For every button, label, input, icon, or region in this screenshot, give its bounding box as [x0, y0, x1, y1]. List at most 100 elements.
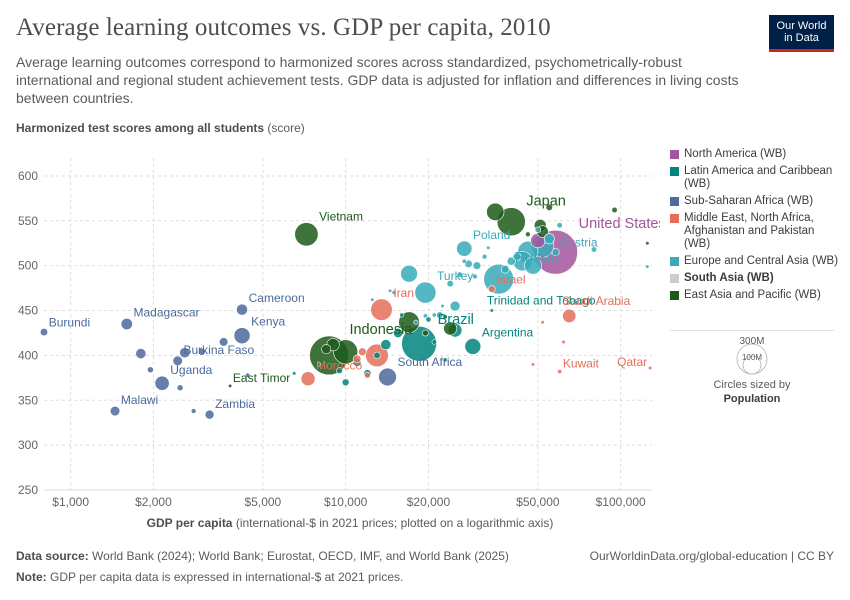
- data-point[interactable]: [233, 327, 251, 345]
- data-point[interactable]: [530, 362, 536, 367]
- data-point[interactable]: [496, 207, 526, 237]
- data-point[interactable]: [645, 264, 650, 269]
- footer-url[interactable]: OurWorldinData.org/global-education | CC…: [589, 549, 834, 563]
- data-point[interactable]: [543, 233, 555, 245]
- legend-item-latin-america[interactable]: Latin America and Caribbean (WB): [670, 165, 840, 191]
- data-point[interactable]: [414, 281, 437, 304]
- data-point[interactable]: [172, 355, 183, 366]
- data-point[interactable]: [245, 372, 251, 378]
- data-point[interactable]: [525, 231, 531, 238]
- data-point[interactable]: [431, 312, 437, 318]
- data-point[interactable]: [422, 329, 429, 337]
- data-point[interactable]: [294, 222, 319, 247]
- data-point[interactable]: [446, 280, 454, 288]
- data-point[interactable]: [425, 316, 432, 323]
- owid-logo[interactable]: Our World in Data: [769, 15, 834, 52]
- data-point[interactable]: [590, 246, 598, 253]
- data-point[interactable]: [562, 308, 577, 323]
- point-label: Morocco: [316, 359, 362, 373]
- data-point[interactable]: [373, 351, 381, 360]
- data-point[interactable]: [456, 271, 463, 278]
- data-point[interactable]: [321, 344, 332, 355]
- data-point[interactable]: [380, 339, 392, 351]
- data-point[interactable]: [393, 327, 403, 338]
- data-point[interactable]: [557, 369, 563, 375]
- data-point[interactable]: [400, 264, 418, 283]
- data-point[interactable]: [147, 366, 154, 374]
- data-point[interactable]: [648, 365, 653, 371]
- legend-item-north-america[interactable]: North America (WB): [670, 148, 840, 161]
- data-point[interactable]: [443, 321, 458, 336]
- data-point[interactable]: [464, 259, 473, 268]
- data-point[interactable]: [486, 202, 505, 221]
- data-point[interactable]: [556, 222, 563, 229]
- data-point[interactable]: [481, 253, 488, 260]
- data-point[interactable]: [449, 300, 461, 312]
- legend-label: Sub-Saharan Africa (WB): [684, 195, 814, 207]
- data-point[interactable]: [456, 240, 473, 257]
- data-point[interactable]: [391, 290, 397, 296]
- data-point[interactable]: [300, 371, 316, 387]
- data-point[interactable]: [352, 354, 362, 364]
- data-point[interactable]: [442, 314, 448, 320]
- data-point[interactable]: [398, 311, 420, 333]
- data-point[interactable]: [413, 319, 419, 325]
- data-point[interactable]: [176, 384, 184, 392]
- data-point[interactable]: [364, 371, 371, 379]
- scatter-plot[interactable]: 250 300 350 400 450 500 550 600 $1,000 $2,000 $5,0…: [0, 140, 660, 515]
- legend-label: Latin America and Caribbean (WB): [684, 165, 833, 190]
- legend-item-south-asia[interactable]: South Asia (WB): [670, 272, 840, 285]
- legend-label: East Asia and Pacific (WB): [684, 289, 821, 301]
- data-point[interactable]: [109, 405, 121, 417]
- data-point[interactable]: [645, 241, 650, 246]
- data-point[interactable]: [370, 298, 393, 321]
- data-point[interactable]: [486, 245, 491, 250]
- data-point[interactable]: [524, 256, 542, 275]
- data-point[interactable]: [316, 362, 322, 367]
- data-point[interactable]: [399, 312, 405, 318]
- data-point[interactable]: [488, 285, 496, 293]
- data-point[interactable]: [190, 408, 197, 414]
- data-point[interactable]: [461, 258, 467, 264]
- data-point[interactable]: [551, 248, 560, 257]
- data-point[interactable]: [422, 313, 428, 319]
- data-point[interactable]: [489, 308, 494, 313]
- data-point[interactable]: [387, 288, 393, 293]
- data-point[interactable]: [358, 347, 367, 357]
- data-point[interactable]: [440, 303, 445, 309]
- data-point[interactable]: [472, 273, 478, 280]
- data-point[interactable]: [154, 375, 170, 391]
- data-point[interactable]: [39, 328, 49, 337]
- data-point[interactable]: [336, 367, 343, 375]
- data-point[interactable]: [378, 367, 397, 387]
- data-point[interactable]: [333, 339, 359, 365]
- data-point[interactable]: [442, 357, 448, 363]
- data-point[interactable]: [534, 226, 542, 233]
- legend-item-europe-central-asia[interactable]: Europe and Central Asia (WB): [670, 255, 840, 268]
- y-axis-label-unit: (score): [264, 121, 305, 135]
- data-point[interactable]: [611, 206, 618, 214]
- data-point[interactable]: [341, 378, 350, 387]
- data-point[interactable]: [135, 348, 147, 360]
- data-point[interactable]: [500, 265, 510, 274]
- data-point[interactable]: [506, 256, 516, 266]
- legend-item-east-asia-pacific[interactable]: East Asia and Pacific (WB): [670, 289, 840, 302]
- data-point[interactable]: [236, 303, 248, 316]
- data-point[interactable]: [198, 347, 206, 356]
- data-point[interactable]: [179, 347, 191, 359]
- data-point[interactable]: [561, 339, 566, 345]
- data-point[interactable]: [540, 320, 545, 325]
- data-point[interactable]: [472, 261, 482, 270]
- data-point[interactable]: [512, 252, 522, 261]
- data-point[interactable]: [227, 383, 233, 389]
- data-point[interactable]: [204, 409, 215, 420]
- data-point[interactable]: [464, 338, 482, 355]
- legend-item-middle-east[interactable]: Middle East, North Africa, Afghanistan a…: [670, 212, 840, 251]
- data-point[interactable]: [370, 297, 375, 302]
- legend-item-sub-saharan-africa[interactable]: Sub-Saharan Africa (WB): [670, 195, 840, 208]
- data-point[interactable]: [431, 339, 437, 345]
- data-point[interactable]: [292, 371, 297, 376]
- data-point[interactable]: [219, 337, 229, 347]
- data-point[interactable]: [545, 203, 553, 211]
- data-point[interactable]: [120, 317, 133, 331]
